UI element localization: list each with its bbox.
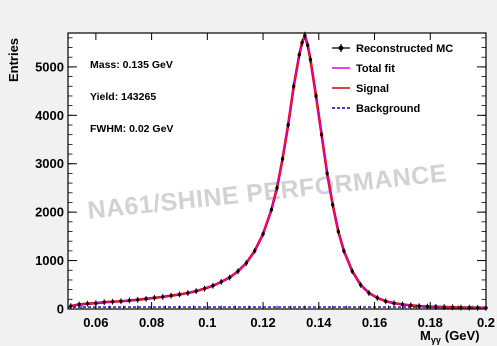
legend-marker-reconstructed <box>338 45 344 51</box>
legend-label-signal: Signal <box>356 83 389 95</box>
data-point <box>336 229 341 234</box>
data-point <box>219 280 223 284</box>
annotation-mass: Mass: 0.135 GeV <box>90 59 173 71</box>
data-point <box>85 301 90 306</box>
data-point <box>417 304 421 308</box>
data-point <box>161 295 165 299</box>
plot-area <box>68 33 486 309</box>
data-point <box>400 302 405 307</box>
x-axis-title-unit: (GeV) <box>445 328 480 343</box>
axes-group: 0.06 0.08 0.1 0.12 0.14 0.16 0.18 0.2 0 1000 2000 3… <box>35 33 495 330</box>
data-point <box>297 53 301 57</box>
annotation-yield: Yield: 143265 <box>90 91 156 103</box>
data-point <box>202 286 207 291</box>
data-point <box>350 269 354 273</box>
y-tick-label: 5000 <box>35 59 64 74</box>
data-point <box>261 232 265 236</box>
data-point <box>425 304 430 309</box>
data-point <box>227 275 232 280</box>
x-tick-label: 0.18 <box>418 315 443 330</box>
data-point <box>169 293 173 298</box>
data-point <box>308 57 313 62</box>
data-point <box>450 305 455 310</box>
data-point <box>102 300 106 304</box>
data-point <box>325 171 329 176</box>
series-group <box>68 31 488 311</box>
data-point <box>331 203 335 207</box>
data-point <box>342 249 346 253</box>
data-point <box>177 292 182 297</box>
x-tick-label: 0.14 <box>306 315 332 330</box>
data-point <box>236 269 240 273</box>
x-axis-title-main: M <box>420 328 431 343</box>
data-point <box>292 84 296 88</box>
data-point <box>69 304 73 308</box>
y-tick-label: 1000 <box>35 253 64 268</box>
data-point <box>135 298 140 302</box>
data-point <box>314 94 318 98</box>
data-point <box>358 283 363 287</box>
x-tick-label: 0.16 <box>362 315 387 330</box>
data-point <box>280 157 285 161</box>
data-point <box>253 249 257 253</box>
data-point <box>127 298 132 303</box>
legend-label-background: Background <box>356 103 420 115</box>
data-point <box>77 302 81 307</box>
data-point <box>194 289 198 293</box>
annotations-group: Mass: 0.135 GeV Yield: 143265 FWHM: 0.02… <box>90 59 173 135</box>
data-point <box>275 186 279 190</box>
x-axis-title: Mγγ (GeV) <box>420 328 480 345</box>
x-tick-label: 0.1 <box>198 315 216 330</box>
data-point <box>300 40 304 45</box>
data-point <box>409 303 413 308</box>
y-tick-label: 0 <box>57 302 64 317</box>
y-tick-label: 2000 <box>35 205 64 220</box>
data-point <box>434 305 438 309</box>
data-point <box>367 291 371 295</box>
x-tick-label: 0.08 <box>139 315 164 330</box>
data-point <box>144 297 148 301</box>
y-axis-title: Entries <box>6 38 21 82</box>
data-point <box>269 208 274 212</box>
data-point <box>375 296 380 300</box>
x-tick-label: 0.2 <box>477 315 495 330</box>
y-tick-label: 4000 <box>35 108 64 123</box>
data-point <box>244 261 249 265</box>
data-point <box>211 284 215 288</box>
data-point <box>305 43 310 47</box>
x-tick-label: 0.06 <box>83 315 108 330</box>
x-axis-title-subscript: γγ <box>431 335 441 345</box>
data-point <box>319 132 324 137</box>
annotation-fwhm: FWHM: 0.02 GeV <box>90 123 173 135</box>
legend-label-total-fit: Total fit <box>356 63 395 75</box>
data-point <box>119 299 123 303</box>
data-point <box>186 291 190 295</box>
data-point <box>383 299 388 303</box>
data-point <box>152 296 157 300</box>
data-point <box>286 123 290 127</box>
data-point <box>303 33 307 38</box>
x-tick-label: 0.12 <box>250 315 275 330</box>
data-point <box>110 300 115 304</box>
y-tick-label: 3000 <box>35 156 64 171</box>
legend-label-reconstructed: Reconstructed MC <box>356 43 453 55</box>
data-point <box>459 305 463 310</box>
data-point <box>392 301 396 305</box>
legend: Reconstructed MC Total fit Signal Backgr… <box>332 43 453 115</box>
